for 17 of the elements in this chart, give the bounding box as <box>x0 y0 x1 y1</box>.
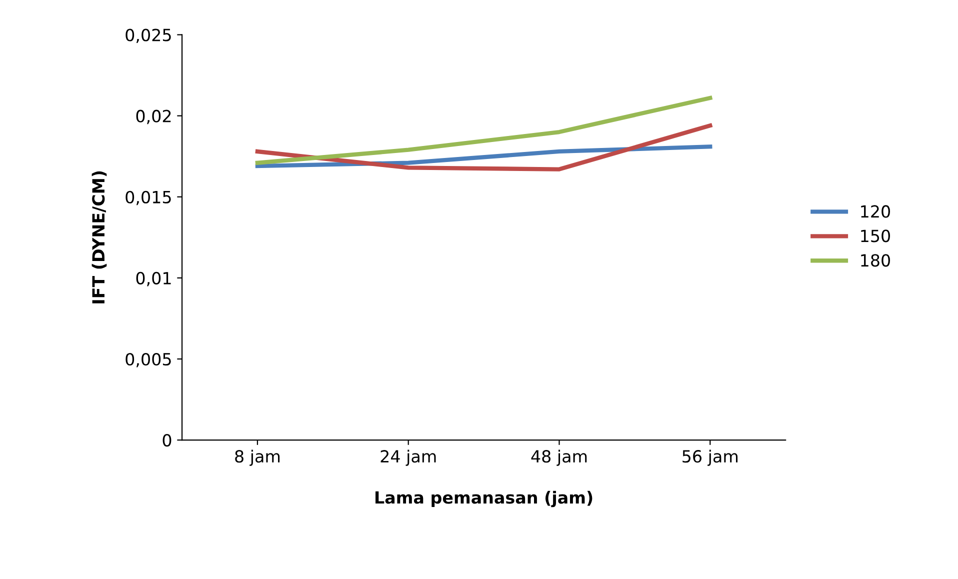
x-tick-label: 24 jam <box>380 450 436 466</box>
legend-label: 120 <box>861 205 890 218</box>
x-tick-label: 48 jam <box>531 450 587 466</box>
line-series <box>255 96 712 165</box>
y-tick-label: 0 <box>162 434 172 447</box>
y-axis-title: IFT (DYNE/CM) <box>92 171 107 304</box>
x-axis-title: Lama pemanasan (jam) <box>376 490 592 508</box>
y-tick-label: 0,005 <box>126 352 171 368</box>
line-series <box>255 123 712 172</box>
y-tick-label: 0,01 <box>136 272 171 286</box>
y-tick-label: 0,015 <box>126 190 171 206</box>
legend-label: 150 <box>861 230 890 242</box>
x-tick-label: 56 jam <box>682 450 738 466</box>
y-tick-label: 0,02 <box>136 110 171 124</box>
y-tick-label: 0,025 <box>126 28 171 44</box>
legend-label: 180 <box>861 254 890 267</box>
x-tick-label: 8 jam <box>235 450 280 466</box>
